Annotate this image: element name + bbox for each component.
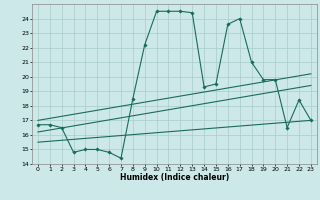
X-axis label: Humidex (Indice chaleur): Humidex (Indice chaleur) [120,173,229,182]
